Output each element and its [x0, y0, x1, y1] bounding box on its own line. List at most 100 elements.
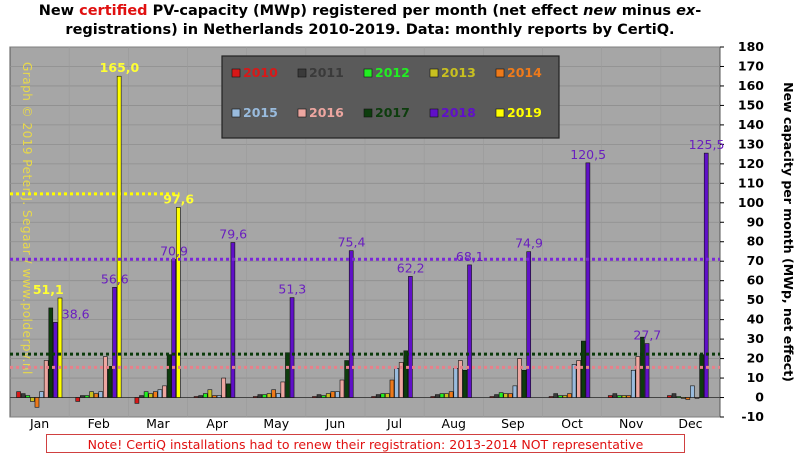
bar-2014-dec: [685, 397, 691, 400]
legend-swatch-2018: [429, 108, 439, 118]
bar-2011-nov: [612, 393, 618, 398]
bar-2011-apr: [198, 395, 203, 398]
bar-2019-feb: [116, 75, 122, 398]
bar-2015-apr: [216, 395, 222, 398]
bar-2013-aug: [444, 393, 449, 398]
x-tick-label: Jul: [386, 416, 402, 431]
y-tick-label: 180: [738, 39, 764, 54]
bar-2016-feb: [103, 356, 108, 398]
x-tick-label: Jan: [29, 416, 49, 431]
bar-2016-may: [280, 381, 286, 398]
bar-2013-dec: [680, 397, 686, 399]
bar-2012-jan: [25, 395, 31, 398]
bar-2012-oct: [557, 395, 563, 398]
bar-2019-jan: [57, 297, 63, 398]
bar-2013-oct: [562, 395, 568, 398]
legend-swatch-2013: [429, 68, 439, 78]
legend-swatch-2011: [297, 68, 307, 78]
bar-2016-jul: [398, 362, 404, 398]
bar-2011-sep: [494, 394, 499, 398]
bar-2011-aug: [435, 394, 440, 398]
bar-2017-jul: [403, 350, 409, 398]
data-label: 125,5: [689, 137, 725, 152]
x-tick-label: Aug: [442, 416, 466, 431]
y-tick-label: 160: [738, 78, 764, 93]
y-tick-label: 30: [747, 331, 765, 346]
bar-2013-nov: [621, 395, 627, 398]
data-label: 62,2: [397, 260, 425, 275]
legend-label-2010: 2010: [243, 65, 278, 80]
y-tick-label: 80: [747, 234, 765, 249]
bar-2010-sep: [489, 396, 495, 398]
bar-2017-aug: [462, 369, 468, 398]
legend-swatch-2016: [297, 108, 307, 118]
x-tick-label: May: [263, 416, 289, 431]
bar-2010-mar: [134, 397, 140, 404]
bar-2010-may: [252, 396, 258, 398]
legend-label-2014: 2014: [507, 65, 542, 80]
bar-2013-mar: [148, 393, 154, 398]
bar-2015-aug: [453, 368, 459, 398]
y-tick-label: 60: [747, 273, 765, 288]
bar-2018-dec: [703, 152, 709, 398]
bar-2011-dec: [671, 393, 677, 398]
bar-2011-mar: [139, 395, 144, 398]
legend-swatch-2015: [231, 108, 241, 118]
x-tick-label: Mar: [146, 416, 170, 431]
bar-2012-dec: [676, 396, 681, 398]
bar-2014-mar: [153, 391, 158, 398]
bar-2019-mar: [176, 207, 181, 398]
bar-2010-nov: [607, 395, 613, 398]
bar-2014-jul: [389, 379, 395, 398]
bar-2016-jun: [339, 379, 345, 398]
bar-2011-jul: [375, 394, 381, 398]
legend-swatch-2010: [231, 68, 241, 78]
bar-2013-sep: [503, 393, 509, 398]
bar-2015-may: [275, 393, 281, 398]
bar-2016-nov: [635, 356, 641, 398]
bar-2012-nov: [617, 395, 622, 398]
data-label: 38,6: [62, 306, 90, 321]
y-tick-label: 10: [747, 370, 765, 385]
bar-2010-jul: [371, 396, 376, 398]
bar-2015-jul: [394, 368, 399, 398]
y-tick-label: 50: [747, 292, 765, 307]
data-label: 120,5: [570, 147, 606, 162]
bar-2018-jun: [348, 250, 354, 398]
bar-2014-aug: [448, 391, 454, 398]
data-label: 97,6: [163, 191, 194, 206]
bar-2017-sep: [521, 369, 527, 398]
data-label: 56,6: [101, 271, 129, 286]
bar-2010-jan: [16, 391, 21, 398]
note-box: Note! CertiQ installations had to renew …: [46, 434, 685, 453]
y-tick-label: 100: [738, 195, 764, 210]
bar-2018-jan: [53, 322, 58, 398]
bar-2012-sep: [498, 392, 504, 398]
x-tick-label: Feb: [88, 416, 110, 431]
bar-2013-may: [266, 393, 272, 398]
y-tick-label: 70: [747, 253, 765, 268]
bar-2016-sep: [517, 358, 522, 398]
bar-2014-nov: [626, 395, 631, 398]
data-label: 74,9: [515, 236, 543, 251]
bar-2018-oct: [585, 162, 591, 398]
bar-2012-apr: [202, 393, 208, 398]
bar-2018-sep: [526, 251, 532, 398]
bar-2012-jul: [380, 393, 386, 398]
legend-label-2013: 2013: [441, 65, 476, 80]
bar-2012-aug: [439, 393, 445, 398]
bar-2018-feb: [112, 287, 117, 398]
legend-label-2011: 2011: [309, 65, 344, 80]
y-tick-label: 170: [738, 58, 764, 73]
legend-swatch-2017: [363, 108, 373, 118]
bar-2018-mar: [171, 259, 177, 398]
legend-swatch-2014: [495, 68, 505, 78]
bar-2011-jan: [20, 393, 26, 398]
x-tick-label: Oct: [561, 416, 583, 431]
title-highlight: certified: [79, 3, 148, 19]
bar-2017-mar: [166, 354, 172, 398]
bar-2013-jun: [325, 393, 331, 398]
bar-2012-jun: [321, 395, 326, 398]
y-tick-label: 20: [747, 351, 765, 366]
bar-2015-jan: [39, 391, 44, 398]
